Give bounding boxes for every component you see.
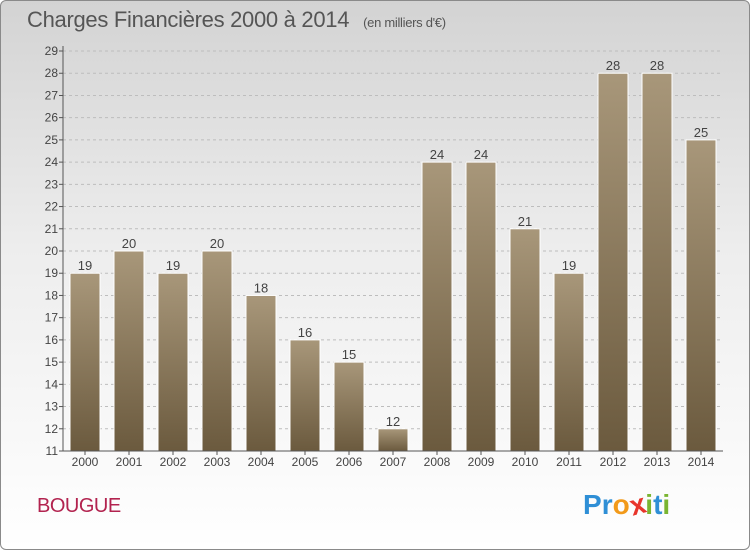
bar-2003 [201,250,233,452]
x-tick-label: 2002 [160,455,187,469]
data-label: 15 [342,347,356,362]
bar-2008 [421,161,453,452]
y-tick-label: 18 [45,288,59,302]
y-tick-label: 13 [45,400,59,414]
x-tick-label: 2007 [380,455,407,469]
x-tick-label: 2009 [468,455,495,469]
logo-letter: i [645,489,654,520]
bar-2000 [69,272,101,452]
data-label: 24 [474,147,488,162]
commune-name: BOUGUE [37,495,121,517]
x-tick-label: 2013 [644,455,671,469]
x-tick-label: 2004 [248,455,275,469]
bar-2013 [641,72,673,452]
y-tick-label: 11 [46,444,59,458]
y-tick-label: 19 [45,266,59,280]
y-tick-label: 27 [45,88,59,102]
y-tick-label: 26 [45,111,59,125]
bar-2006 [333,361,365,452]
data-label: 16 [298,325,312,340]
data-label: 21 [518,214,532,229]
bar-2011 [553,272,585,452]
bar-2012 [597,72,629,452]
y-tick-label: 14 [45,377,59,391]
x-tick-label: 2012 [600,455,627,469]
y-tick-label: 28 [45,66,59,80]
logo-letter: i [662,489,671,520]
logo-letter: r [601,489,613,520]
data-label: 25 [694,125,708,140]
x-tick-labels: 2000 2001 2002 2003 2004 2005 2006 2007 2008 2009… [72,451,715,469]
y-tick-labels: 11 12 13 14 15 16 17 18 19 20 21 22 23 24 25 26 27 28 29 [45,44,63,458]
x-tick-label: 2014 [688,455,715,469]
bar-2001 [113,250,145,452]
y-tick-label: 20 [45,244,59,258]
data-label: 19 [562,258,576,273]
bar-2014 [685,139,717,452]
logo-letter: o [612,489,630,520]
bars [69,72,717,452]
bar-2007 [377,428,409,452]
y-tick-label: 21 [45,222,59,236]
y-tick-label: 25 [45,133,59,147]
data-label: 20 [122,236,136,251]
bar-2005 [289,339,321,452]
data-label: 12 [386,414,400,429]
y-tick-label: 24 [45,155,59,169]
y-tick-label: 17 [45,311,59,325]
chart-title-text: Charges Financières 2000 à 2014 [27,7,350,32]
data-label: 19 [166,258,180,273]
bar-2009 [465,161,497,452]
x-tick-label: 2010 [512,455,539,469]
y-tick-label: 23 [45,177,59,191]
data-label: 28 [606,58,620,73]
proxiti-logo[interactable]: Proxiti [583,488,671,522]
x-tick-label: 2006 [336,455,363,469]
data-labels: 19 20 19 20 18 16 15 12 24 24 21 19 28 28 25 [78,58,708,429]
logo-letter: t [653,489,663,520]
y-tick-label: 16 [45,333,59,347]
data-label: 19 [78,258,92,273]
data-label: 28 [650,58,664,73]
x-tick-label: 2003 [204,455,231,469]
data-label: 18 [254,280,268,295]
data-label: 20 [210,236,224,251]
logo-letter: P [583,489,602,520]
bar-2002 [157,272,189,452]
y-tick-label: 29 [45,44,59,58]
y-tick-label: 15 [45,355,59,369]
bar-2004 [245,294,277,452]
y-tick-label: 12 [45,422,59,436]
x-tick-label: 2008 [424,455,451,469]
x-tick-label: 2011 [556,455,582,469]
x-tick-label: 2001 [116,455,143,469]
x-tick-label: 2005 [292,455,319,469]
chart-title: Charges Financières 2000 à 2014 (en milli… [27,7,446,33]
y-tick-label: 22 [45,200,59,214]
bar-2010 [509,228,541,452]
data-label: 24 [430,147,444,162]
chart-unit: (en milliers d'€) [363,15,446,30]
x-tick-label: 2000 [72,455,99,469]
